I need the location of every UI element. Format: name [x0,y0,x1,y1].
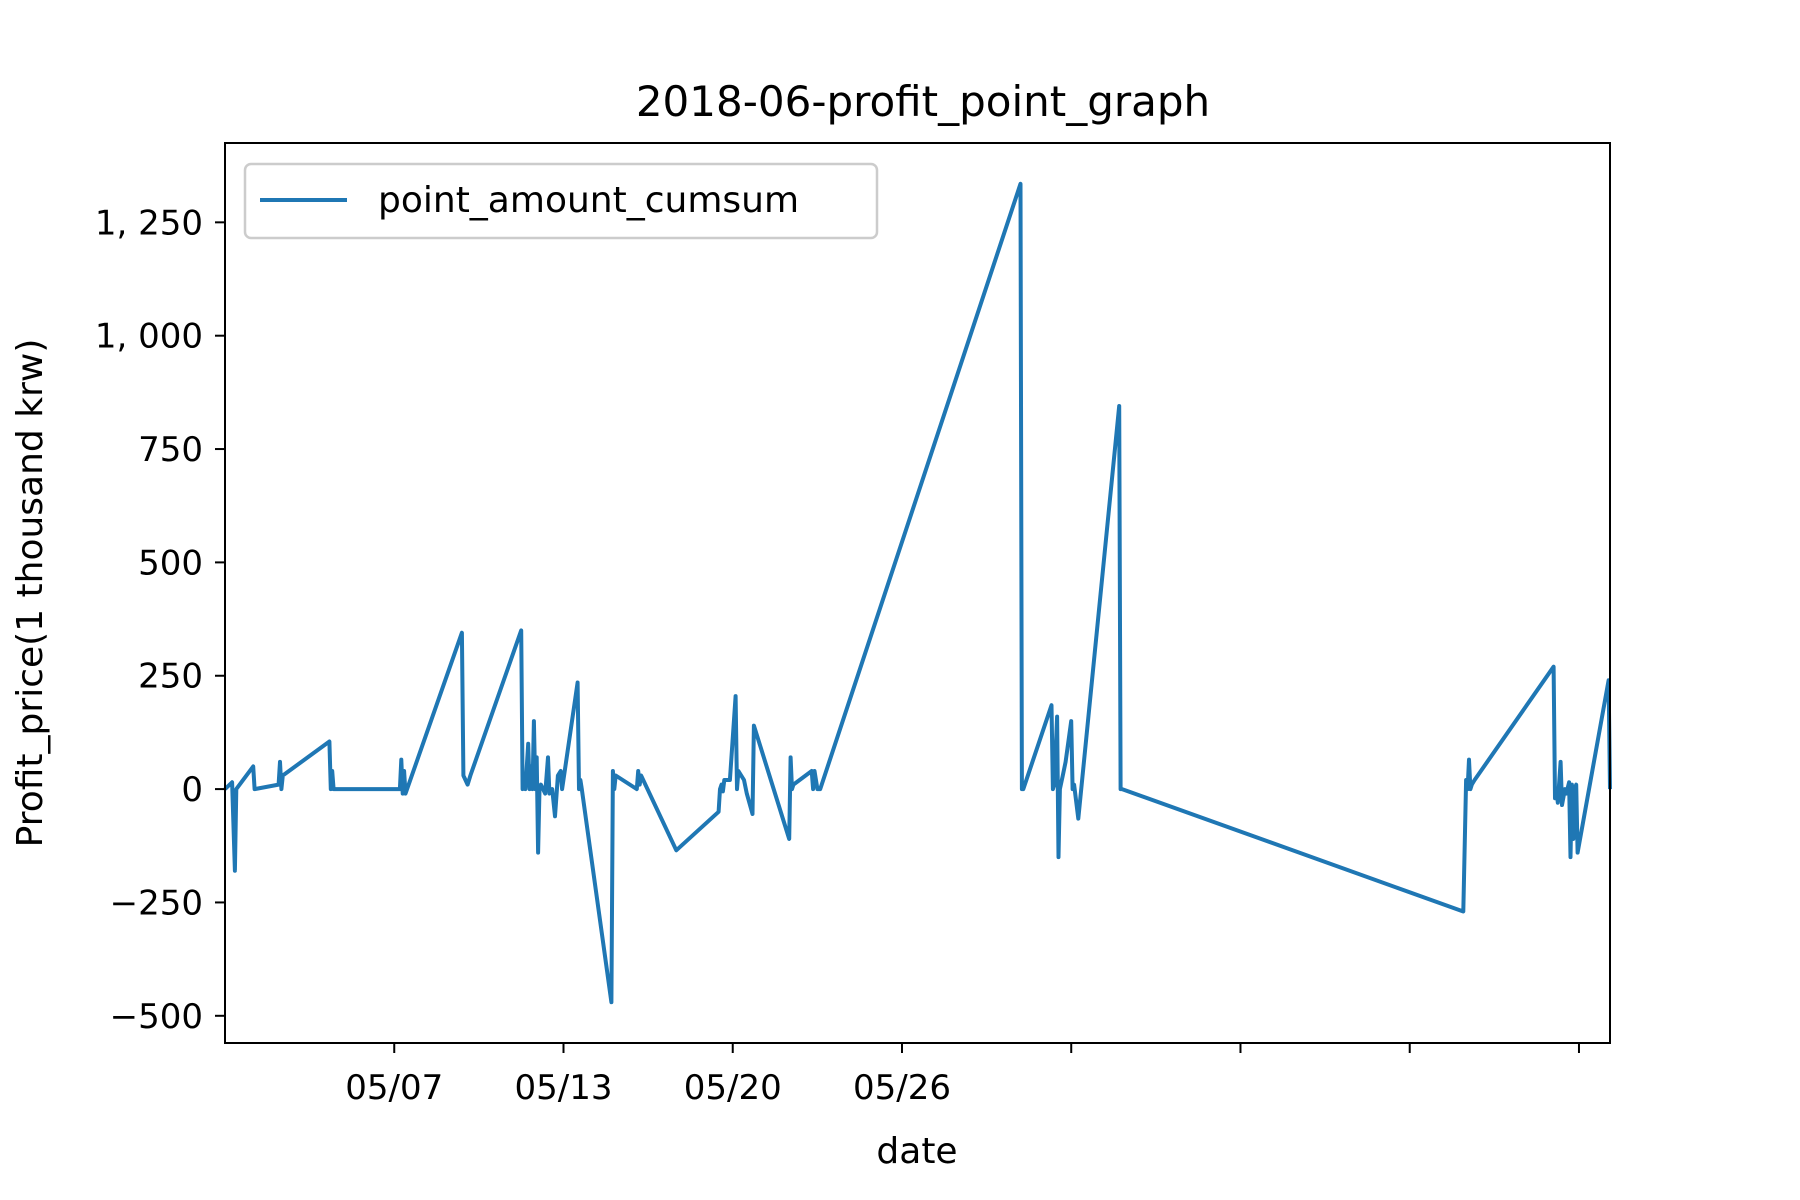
x-tick-label: 05/07 [345,1068,443,1108]
y-tick-label: 0 [181,770,203,810]
x-tick-label: 05/13 [515,1068,613,1108]
y-tick-label: 1, 250 [95,203,203,243]
y-tick-label: −500 [110,997,203,1037]
y-tick-label: 1, 000 [95,317,203,357]
legend-box [243,162,879,240]
x-axis: 05/07 05/13 05/20 05/26 [345,1043,1580,1108]
plot-area [223,181,1612,1005]
chart-title: 2018-06-profit_point_graph [636,77,1210,126]
y-tick-label: −250 [110,883,203,923]
legend-label: point_amount_cumsum [378,180,799,221]
y-tick-label: 500 [138,543,203,583]
y-tick-label: 250 [138,657,203,697]
legend: point_amount_cumsum [243,162,879,240]
series-line [223,181,1612,1005]
plot-frame [224,142,1611,1044]
x-tick-label: 05/26 [853,1068,951,1108]
y-tick-label: 750 [138,430,203,470]
x-tick-label: 05/20 [684,1068,782,1108]
x-axis-label: date [876,1131,957,1172]
y-axis: −500 −250 0 250 500 750 1, 000 1, 250 [95,203,225,1037]
y-axis-label: Profit_price(1 thousand krw) [10,339,51,848]
